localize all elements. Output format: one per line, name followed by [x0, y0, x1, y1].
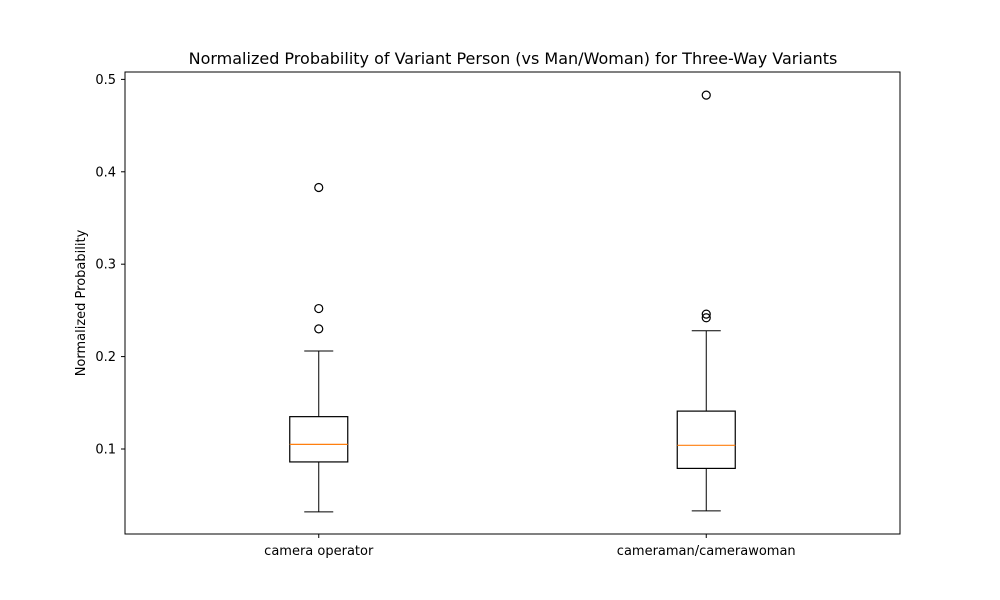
x-tick-label: cameraman/camerawoman [617, 544, 796, 559]
outlier-point [701, 309, 711, 319]
plot-frame [124, 71, 901, 535]
box-plot-1 [289, 182, 349, 513]
box-plot-2 [676, 90, 736, 512]
outlier-point [701, 90, 711, 100]
chart-title: Normalized Probability of Variant Person… [189, 49, 838, 68]
box-plots [289, 90, 736, 513]
y-tick-label: 0.5 [95, 73, 116, 88]
y-axis-label: Normalized Probability [74, 229, 89, 376]
outlier-point [314, 182, 324, 193]
box-iqr [676, 410, 736, 469]
y-tick-label: 0.2 [95, 350, 116, 365]
y-tick-label: 0.1 [95, 442, 116, 457]
x-axis: camera operator cameraman/camerawoman [264, 534, 796, 559]
y-tick-label: 0.3 [95, 258, 116, 273]
box-iqr [289, 416, 349, 463]
x-tick-label: camera operator [264, 544, 374, 559]
outlier-point [314, 303, 324, 314]
y-tick-label: 0.4 [95, 165, 116, 180]
outlier-point [701, 313, 711, 323]
y-axis: 0.1 0.2 0.3 0.4 0.5 [95, 73, 125, 457]
outlier-point [314, 324, 324, 334]
